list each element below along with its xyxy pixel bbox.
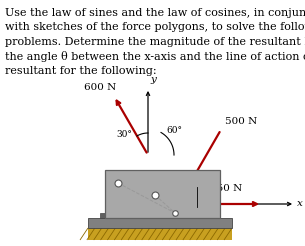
Bar bbox=[115, 213, 125, 218]
Text: 60°: 60° bbox=[166, 126, 182, 135]
Bar bbox=[88, 218, 232, 228]
Bar bbox=[105, 170, 220, 218]
Text: problems. Determine the magnitude of the resultant R and: problems. Determine the magnitude of the… bbox=[5, 37, 305, 47]
Text: 30°: 30° bbox=[205, 190, 221, 199]
Bar bbox=[100, 213, 110, 218]
Bar bbox=[195, 213, 205, 218]
Text: x: x bbox=[297, 200, 303, 209]
Text: 500 N: 500 N bbox=[225, 117, 257, 126]
Text: the angle θ between the x-axis and the line of action of the: the angle θ between the x-axis and the l… bbox=[5, 51, 305, 62]
Text: y: y bbox=[150, 75, 156, 84]
Text: 350 N: 350 N bbox=[210, 184, 242, 193]
Text: resultant for the following:: resultant for the following: bbox=[5, 66, 157, 76]
Text: with sketches of the force polygons, to solve the following: with sketches of the force polygons, to … bbox=[5, 22, 305, 32]
Text: Use the law of sines and the law of cosines, in conjunction: Use the law of sines and the law of cosi… bbox=[5, 8, 305, 18]
Bar bbox=[210, 213, 220, 218]
Text: 600 N: 600 N bbox=[84, 83, 116, 92]
Text: 30°: 30° bbox=[116, 130, 132, 139]
Bar bbox=[88, 228, 232, 240]
